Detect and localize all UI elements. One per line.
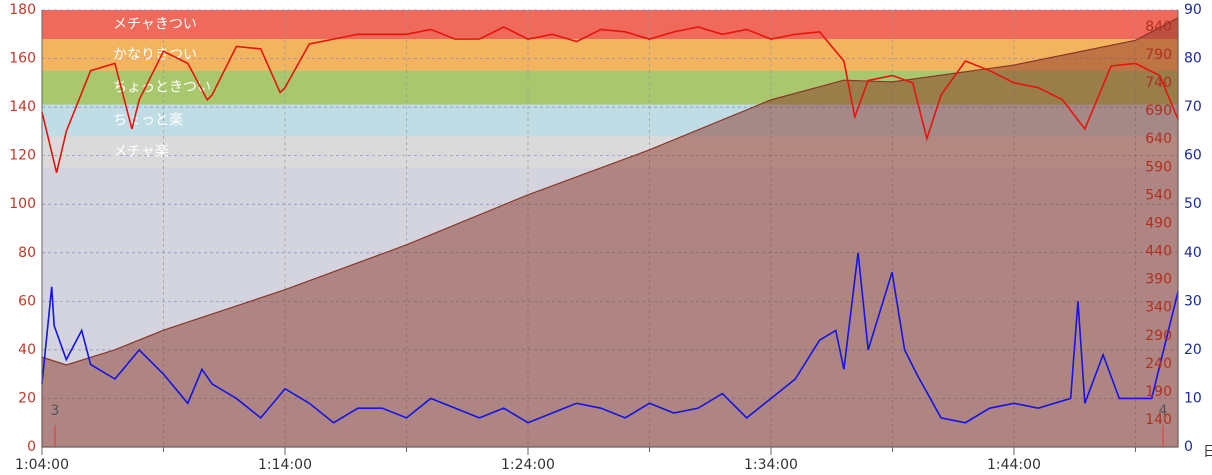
x-tick-label: 1:44:00 bbox=[987, 457, 1041, 473]
zone-band bbox=[42, 10, 1178, 40]
y3-tick-label: 140 bbox=[1145, 412, 1172, 428]
y2-tick-label: 90 bbox=[1184, 2, 1202, 18]
zone-label: メチャ楽 bbox=[113, 144, 169, 160]
data-line bbox=[41, 252, 1179, 424]
x-tick-label: 1:34:00 bbox=[744, 457, 798, 473]
y3-tick-label: 840 bbox=[1145, 19, 1172, 35]
x-tick-label: 1:24:00 bbox=[501, 457, 555, 473]
y-tick-label: 180 bbox=[9, 2, 36, 18]
y-tick-label: 140 bbox=[9, 99, 36, 115]
y-tick-label: 60 bbox=[18, 293, 36, 309]
y3-tick-label: 740 bbox=[1145, 75, 1172, 91]
y2-tick-label: 40 bbox=[1184, 245, 1202, 261]
zone-label: かなりきつい bbox=[113, 47, 197, 63]
y-tick-label: 20 bbox=[18, 390, 36, 406]
data-line bbox=[41, 26, 1179, 173]
y2-tick-label: 60 bbox=[1184, 148, 1202, 164]
y2-tick-label: 0 bbox=[1184, 439, 1193, 455]
y-tick-label: 100 bbox=[9, 196, 36, 212]
marker-label: 3 bbox=[50, 403, 59, 419]
y3-tick-label: 190 bbox=[1145, 384, 1172, 400]
y3-tick-label: 290 bbox=[1145, 328, 1172, 344]
y2-unit: 日 bbox=[1203, 444, 1212, 460]
y2-tick-label: 10 bbox=[1184, 390, 1202, 406]
y3-tick-label: 590 bbox=[1145, 159, 1172, 175]
x-tick-label: 1:14:00 bbox=[258, 457, 312, 473]
marker-label: 4 bbox=[1159, 403, 1168, 419]
y2-tick-label: 80 bbox=[1184, 51, 1202, 67]
y3-tick-label: 540 bbox=[1145, 187, 1172, 203]
y2-tick-label: 30 bbox=[1184, 293, 1202, 309]
y-tick-label: 80 bbox=[18, 245, 36, 261]
y3-tick-label: 640 bbox=[1145, 131, 1172, 147]
y3-tick-label: 240 bbox=[1145, 356, 1172, 372]
zone-label: ちょっときつい bbox=[113, 80, 211, 96]
y3-tick-label: 490 bbox=[1145, 215, 1172, 231]
y-tick-label: 160 bbox=[9, 51, 36, 67]
y2-tick-label: 50 bbox=[1184, 196, 1202, 212]
zone-label: ちょっと楽 bbox=[113, 112, 183, 128]
y-tick-label: 0 bbox=[27, 439, 36, 455]
zone-label: メチャきつい bbox=[113, 17, 197, 33]
y3-tick-label: 440 bbox=[1145, 244, 1172, 260]
y3-tick-label: 390 bbox=[1145, 272, 1172, 288]
y2-tick-label: 20 bbox=[1184, 342, 1202, 358]
y2-tick-label: 70 bbox=[1184, 99, 1202, 115]
y-tick-label: 40 bbox=[18, 342, 36, 358]
y3-tick-label: 790 bbox=[1145, 47, 1172, 63]
x-tick-label: 1:04:00 bbox=[15, 457, 69, 473]
y3-tick-label: 690 bbox=[1145, 103, 1172, 119]
y3-tick-label: 340 bbox=[1145, 300, 1172, 316]
y-tick-label: 120 bbox=[9, 148, 36, 164]
